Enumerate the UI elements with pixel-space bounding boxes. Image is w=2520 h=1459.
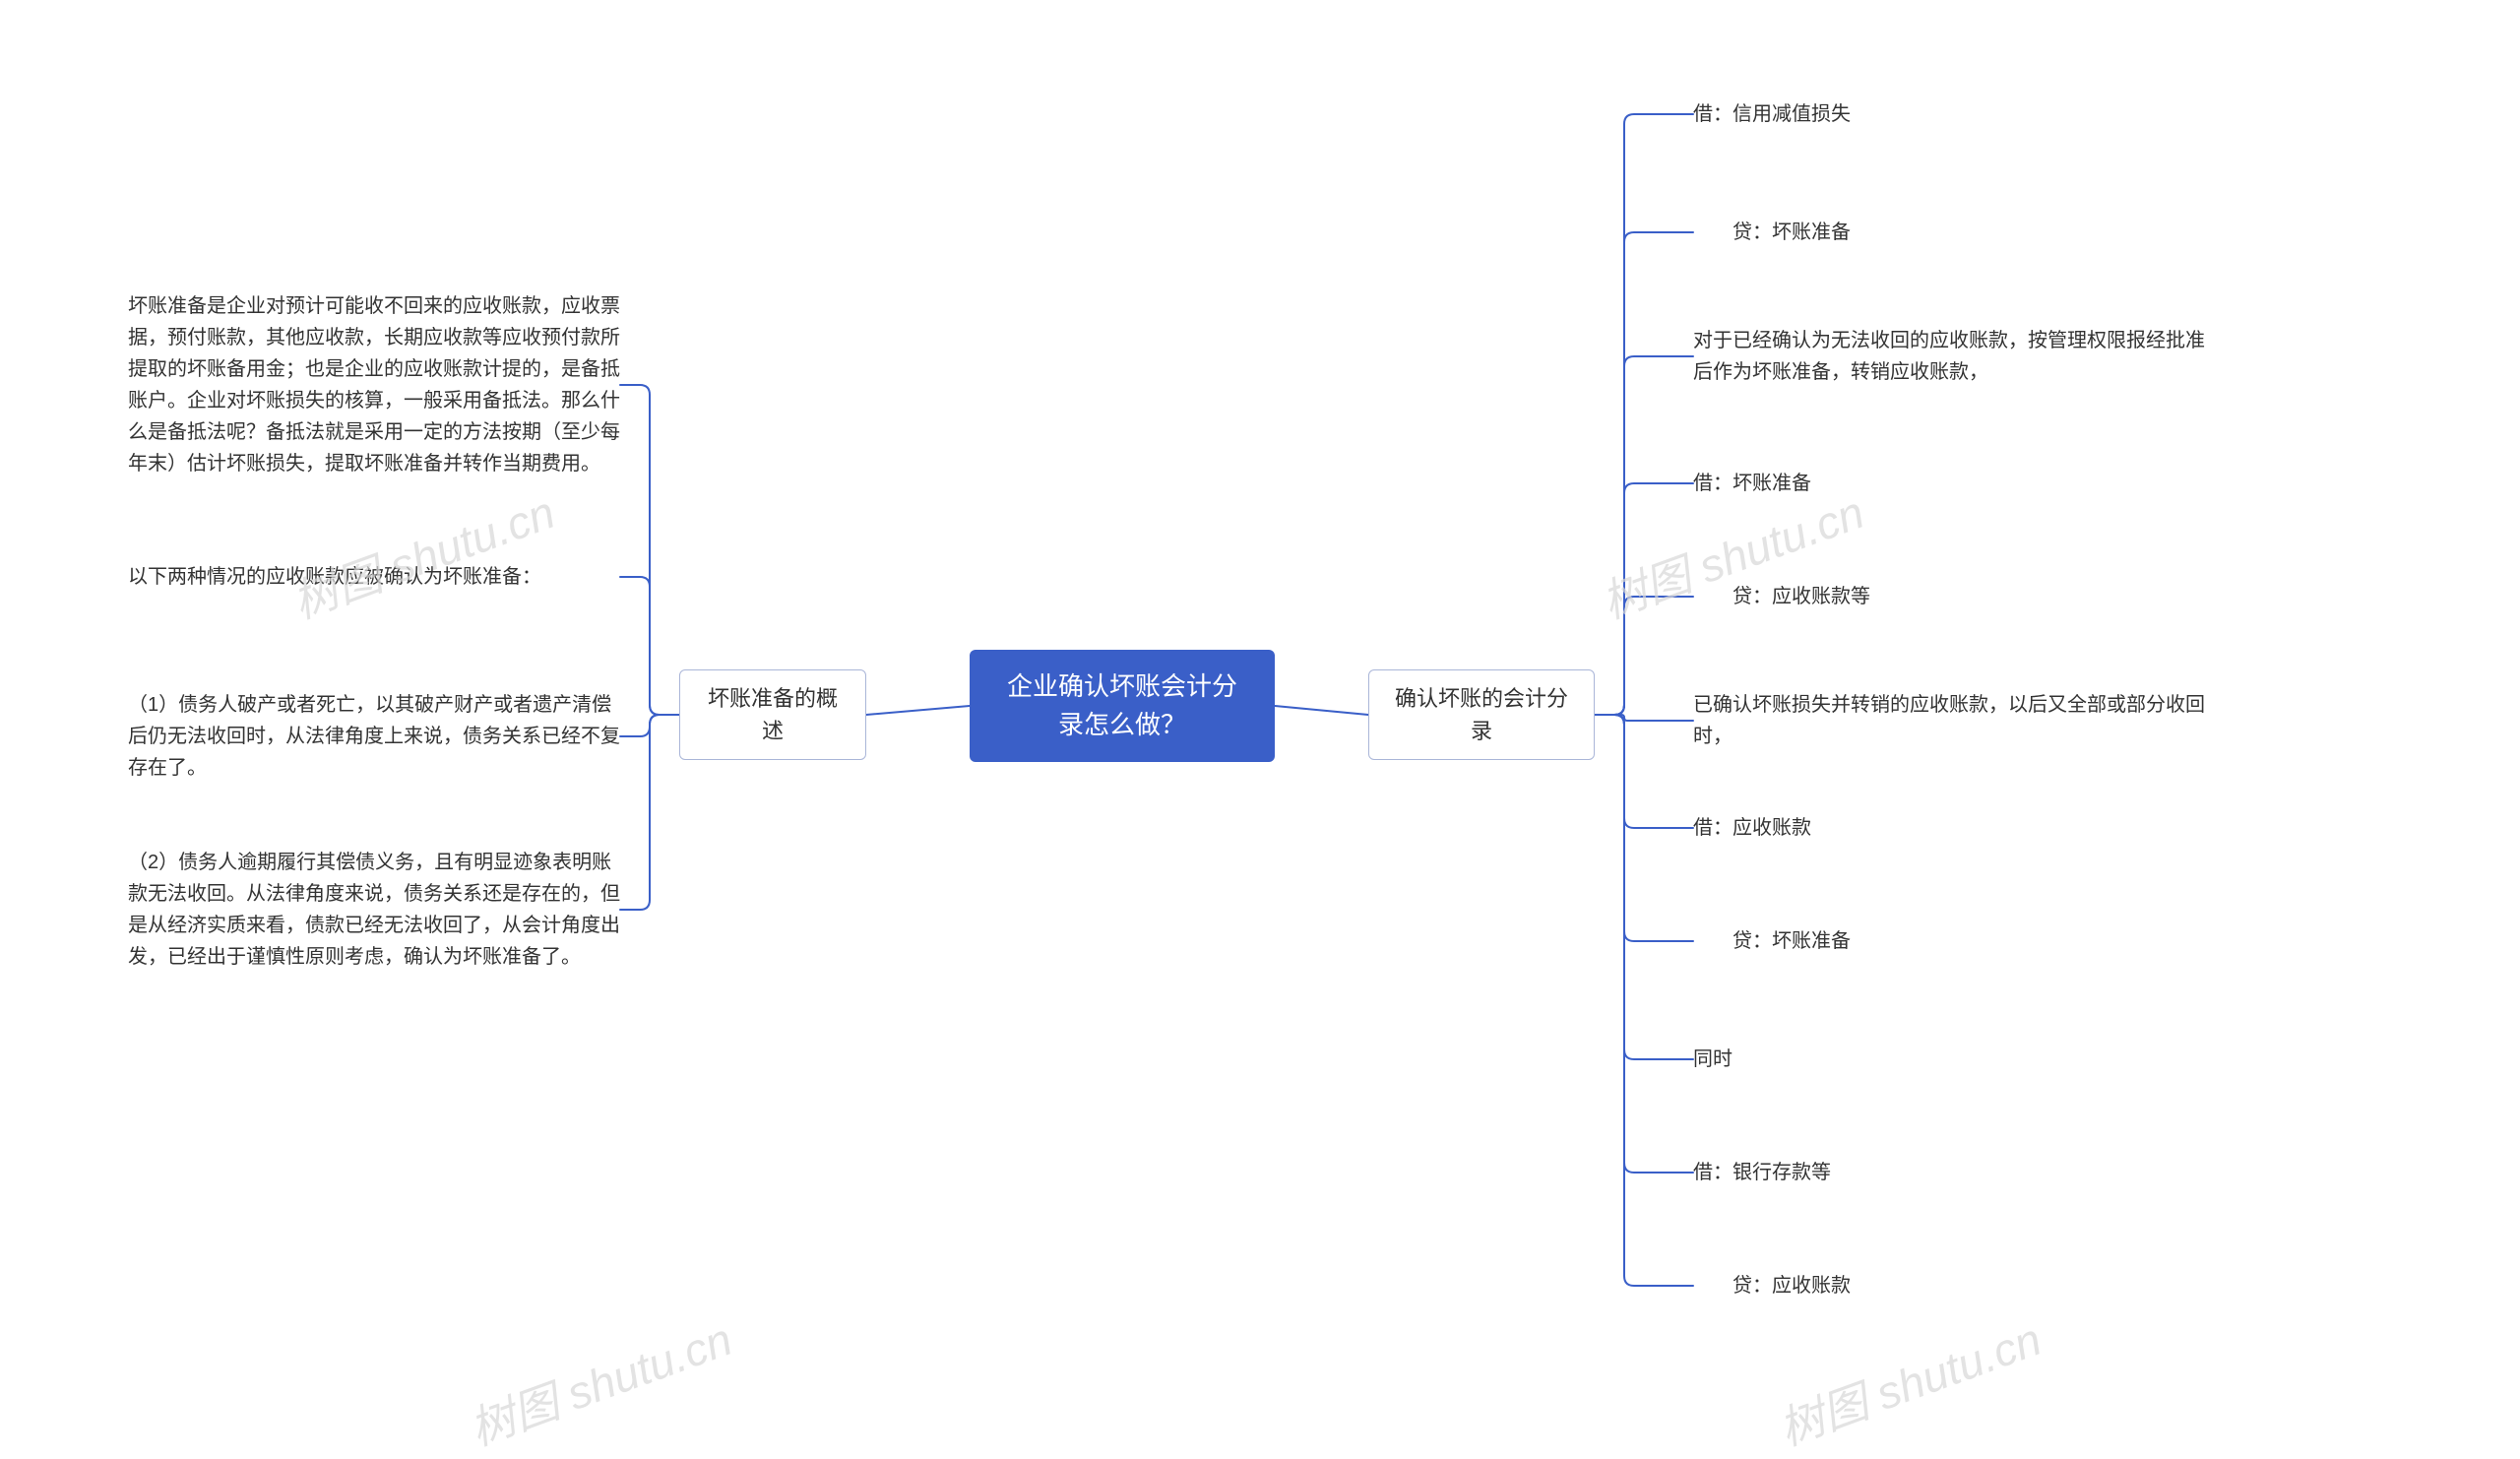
leaf-right-9: 借：银行存款等 [1693,1157,2185,1188]
watermark: 树图 shutu.cn [460,1303,739,1458]
branch-right: 确认坏账的会计分录 [1368,669,1595,760]
leaf-right-5: 已确认坏账损失并转销的应收账款，以后又全部或部分收回时， [1693,689,2205,752]
leaf-right-0: 借：信用减值损失 [1693,98,2185,130]
leaf-right-4: 贷：应收账款等 [1693,581,2185,612]
leaf-left-3: （2）债务人逾期履行其偿债义务，且有明显迹象表明账款无法收回。从法律角度来说，债… [128,847,620,973]
leaf-right-8: 同时 [1693,1044,2185,1075]
leaf-right-7: 贷：坏账准备 [1693,925,2185,957]
leaf-right-6: 借：应收账款 [1693,812,2185,844]
leaf-right-10: 贷：应收账款 [1693,1270,2185,1301]
branch-left: 坏账准备的概述 [679,669,866,760]
watermark: 树图 shutu.cn [283,476,562,631]
mindmap-canvas: 企业确认坏账会计分录怎么做？ 坏账准备的概述 确认坏账的会计分录 坏账准备是企业… [0,0,2520,1446]
leaf-right-2: 对于已经确认为无法收回的应收账款，按管理权限报经批准后作为坏账准备，转销应收账款… [1693,325,2205,388]
leaf-right-1: 贷：坏账准备 [1693,217,2185,248]
center-node: 企业确认坏账会计分录怎么做？ [970,650,1275,762]
leaf-right-3: 借：坏账准备 [1693,468,2185,499]
leaf-left-0: 坏账准备是企业对预计可能收不回来的应收账款，应收票据，预付账款，其他应收款，长期… [128,290,620,479]
leaf-left-2: （1）债务人破产或者死亡，以其破产财产或者遗产清偿后仍无法收回时，从法律角度上来… [128,689,620,784]
watermark: 树图 shutu.cn [1769,1303,2048,1458]
leaf-left-1: 以下两种情况的应收账款应被确认为坏账准备： [128,561,620,593]
